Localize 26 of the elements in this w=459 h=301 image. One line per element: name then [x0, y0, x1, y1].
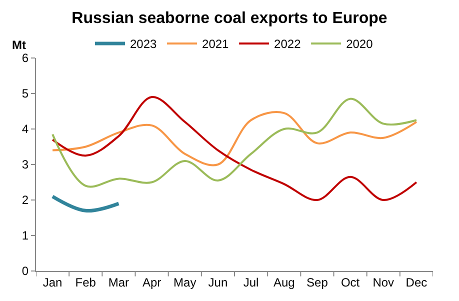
y-tick-label: 2: [22, 193, 29, 208]
legend-label: 2023: [130, 37, 158, 52]
x-tick-label: Apr: [142, 275, 162, 290]
x-tick-label: Jan: [42, 275, 62, 290]
x-tick-label: Mar: [108, 275, 130, 290]
y-tick-label: 5: [22, 86, 29, 101]
x-tick-label: Jun: [208, 275, 228, 290]
legend-label: 2020: [346, 37, 374, 52]
y-tick-label: 6: [22, 51, 29, 66]
legend-label: 2022: [274, 37, 302, 52]
x-tick-label: Aug: [273, 275, 295, 290]
x-tick-label: Oct: [340, 275, 360, 290]
y-tick-label: 1: [22, 228, 29, 243]
x-tick-label: Sep: [306, 275, 328, 290]
x-tick-label: Nov: [372, 275, 394, 290]
y-axis-title: Mt: [12, 38, 26, 52]
x-tick-label: May: [174, 275, 196, 290]
x-tick-label: Feb: [75, 275, 96, 290]
chart-title: Russian seaborne coal exports to Europe: [72, 10, 388, 28]
y-tick-label: 0: [22, 264, 29, 278]
x-tick-label: Jul: [243, 275, 259, 290]
y-tick-label: 3: [22, 158, 29, 172]
y-tick-label: 4: [22, 122, 29, 136]
legend-label: 2021: [202, 37, 230, 52]
line-series: [52, 111, 418, 166]
x-tick-label: Dec: [406, 275, 428, 290]
